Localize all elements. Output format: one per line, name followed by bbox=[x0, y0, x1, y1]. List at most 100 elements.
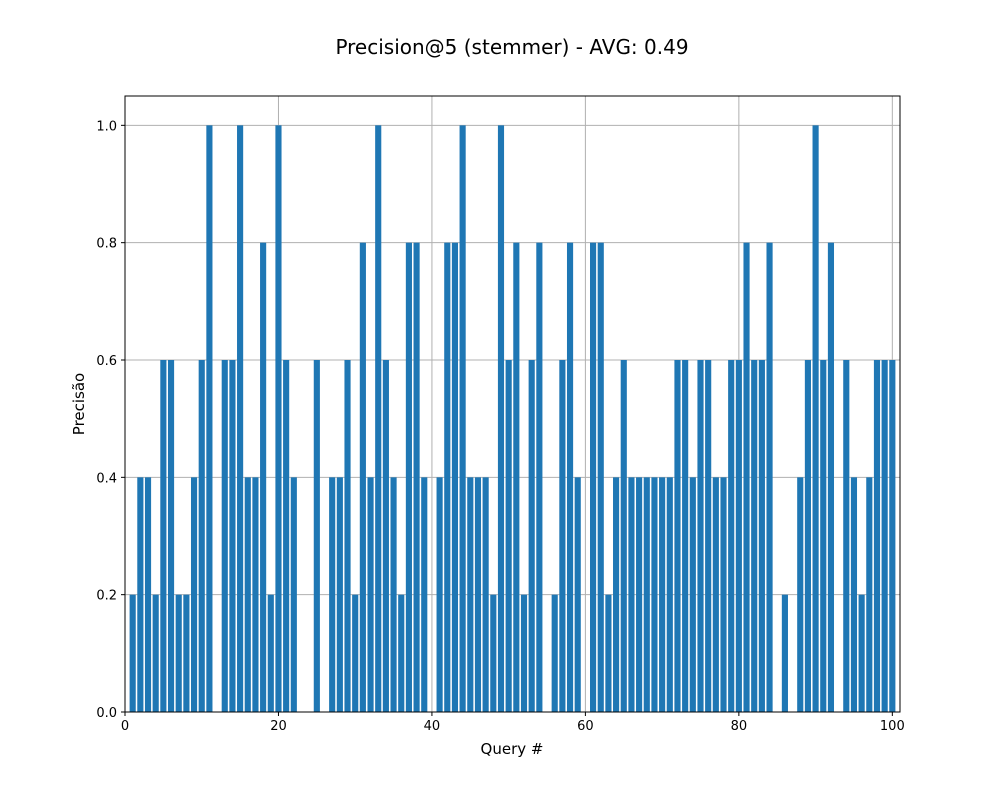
bar-query-32 bbox=[367, 477, 374, 712]
bar-query-20 bbox=[275, 125, 282, 713]
bar-query-61 bbox=[590, 242, 597, 712]
x-axis-label: Query # bbox=[481, 740, 544, 758]
x-tick-label: 40 bbox=[424, 719, 441, 734]
bar-query-46 bbox=[474, 477, 482, 712]
bar-query-65 bbox=[620, 360, 627, 712]
bar-query-1 bbox=[129, 594, 136, 712]
bar-query-16 bbox=[244, 477, 251, 712]
bar-query-28 bbox=[336, 477, 343, 712]
bar-query-4 bbox=[152, 594, 159, 712]
x-tick-label: 100 bbox=[880, 719, 905, 734]
bar-query-92 bbox=[827, 242, 835, 712]
bar-query-14 bbox=[229, 360, 236, 712]
bar-query-67 bbox=[636, 477, 643, 712]
plot-frame bbox=[124, 95, 901, 713]
bar-query-38 bbox=[413, 242, 420, 712]
x-tick-label: 60 bbox=[577, 719, 594, 734]
bar-query-21 bbox=[283, 360, 290, 712]
bar-query-97 bbox=[866, 477, 873, 712]
bar-query-72 bbox=[674, 360, 681, 712]
bar-query-49 bbox=[497, 125, 505, 713]
bar-query-17 bbox=[252, 477, 259, 712]
bar-query-59 bbox=[574, 477, 581, 712]
bar-query-5 bbox=[160, 360, 167, 712]
bar-query-80 bbox=[735, 360, 742, 712]
bar-query-18 bbox=[260, 242, 267, 712]
bar-query-41 bbox=[436, 477, 443, 712]
bar-query-81 bbox=[743, 242, 750, 712]
bar-query-22 bbox=[290, 477, 297, 712]
bar-query-56 bbox=[551, 594, 558, 712]
bar-query-25 bbox=[313, 360, 320, 712]
bar-query-11 bbox=[206, 125, 213, 713]
y-axis-label: Precisão bbox=[70, 373, 88, 435]
bar-query-47 bbox=[482, 477, 489, 712]
bar-query-95 bbox=[850, 477, 858, 712]
bar-query-54 bbox=[536, 242, 543, 712]
x-tick-label: 0 bbox=[121, 719, 129, 734]
bar-query-77 bbox=[712, 477, 719, 712]
bar-query-35 bbox=[390, 477, 397, 712]
y-tick-label: 0.2 bbox=[96, 589, 117, 604]
y-tick-label: 1.0 bbox=[96, 119, 117, 134]
bar-query-100 bbox=[889, 360, 896, 712]
bar-query-30 bbox=[352, 594, 359, 712]
bar-query-98 bbox=[873, 360, 881, 712]
bar-query-71 bbox=[666, 477, 673, 712]
bar-query-15 bbox=[237, 125, 244, 713]
x-tick-label: 20 bbox=[270, 719, 287, 734]
bar-query-78 bbox=[720, 477, 727, 712]
bar-query-70 bbox=[659, 477, 666, 712]
bar-query-8 bbox=[183, 594, 190, 712]
x-axis-ticks: 0 20 40 60 80 100 bbox=[121, 712, 905, 734]
bar-query-42 bbox=[444, 242, 451, 712]
bar-query-86 bbox=[781, 594, 788, 712]
bar-query-13 bbox=[221, 360, 228, 712]
bar-query-37 bbox=[405, 242, 412, 712]
bar-query-58 bbox=[566, 242, 574, 712]
bar-query-10 bbox=[198, 360, 205, 712]
y-tick-label: 0.8 bbox=[96, 237, 117, 252]
bar-query-94 bbox=[843, 360, 850, 712]
bar-query-73 bbox=[682, 360, 689, 712]
bar-query-99 bbox=[881, 360, 888, 712]
bar-query-76 bbox=[705, 360, 712, 712]
bar-query-82 bbox=[751, 360, 758, 712]
bar-query-79 bbox=[728, 360, 735, 712]
bar-query-74 bbox=[689, 477, 696, 712]
bar-query-9 bbox=[190, 477, 198, 712]
bar-query-6 bbox=[167, 360, 175, 712]
bar-query-75 bbox=[697, 360, 704, 712]
bar-query-89 bbox=[804, 360, 811, 712]
bar-query-64 bbox=[613, 477, 620, 712]
bar-query-66 bbox=[628, 477, 635, 712]
bar-query-88 bbox=[797, 477, 804, 712]
y-tick-label: 0.4 bbox=[96, 471, 117, 486]
bar-query-50 bbox=[505, 360, 512, 712]
bar-query-29 bbox=[344, 360, 351, 712]
y-tick-label: 0.6 bbox=[96, 354, 117, 369]
bar-query-34 bbox=[382, 360, 389, 712]
bar-query-83 bbox=[758, 360, 765, 712]
bar-query-7 bbox=[175, 594, 182, 712]
bar-query-27 bbox=[329, 477, 336, 712]
bar-query-96 bbox=[858, 594, 865, 712]
bar-query-84 bbox=[766, 242, 773, 712]
bar-query-48 bbox=[490, 594, 497, 712]
bar-query-57 bbox=[559, 360, 566, 712]
bar-query-44 bbox=[459, 125, 466, 713]
bar-query-45 bbox=[467, 477, 474, 712]
bar-query-90 bbox=[812, 125, 819, 713]
bar-query-63 bbox=[605, 594, 612, 712]
y-axis-ticks: 0.0 0.2 0.4 0.6 0.8 1.0 bbox=[96, 119, 125, 721]
bar-query-19 bbox=[267, 594, 274, 712]
bar-query-53 bbox=[528, 360, 535, 712]
x-tick-label: 80 bbox=[731, 719, 748, 734]
bar-query-91 bbox=[820, 360, 827, 712]
bar-query-62 bbox=[597, 242, 604, 712]
bar-query-33 bbox=[375, 125, 382, 713]
bar-query-31 bbox=[359, 242, 366, 712]
bar-query-51 bbox=[513, 242, 520, 712]
bar-query-52 bbox=[520, 594, 528, 712]
